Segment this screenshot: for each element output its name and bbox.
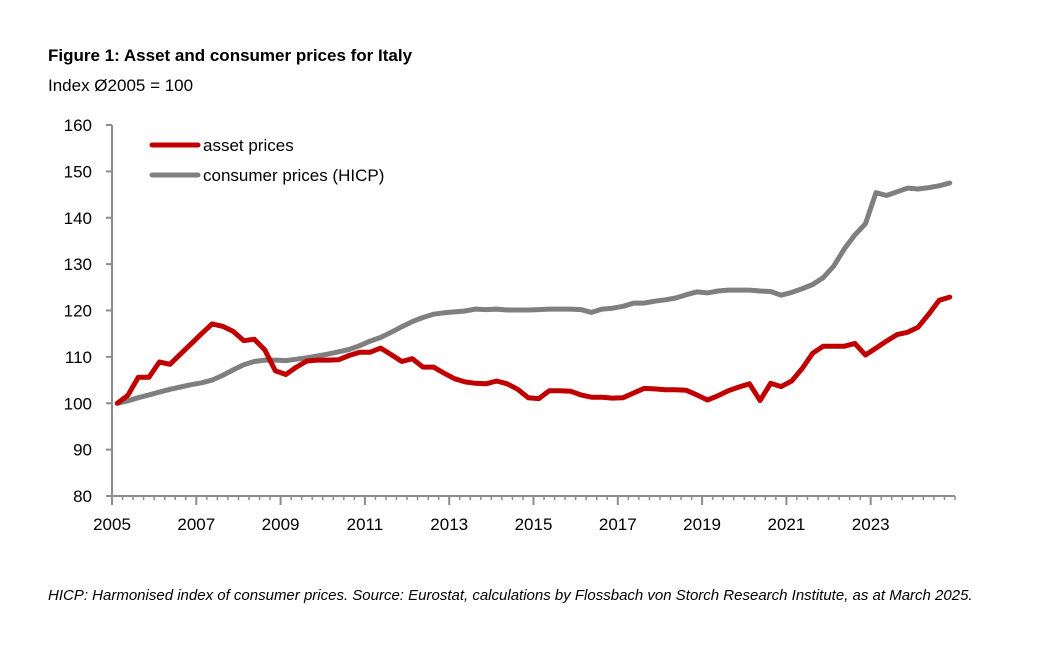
legend-label: consumer prices (HICP) bbox=[203, 166, 384, 185]
x-tick-label: 2023 bbox=[852, 515, 890, 534]
y-tick-label: 90 bbox=[73, 441, 92, 460]
x-tick-label: 2013 bbox=[430, 515, 468, 534]
x-tick-label: 2015 bbox=[515, 515, 553, 534]
series-line-consumer-prices bbox=[114, 180, 953, 406]
x-tick-label: 2021 bbox=[767, 515, 805, 534]
x-tick-label: 2017 bbox=[599, 515, 637, 534]
y-tick-label: 140 bbox=[64, 209, 92, 228]
x-tick-label: 2009 bbox=[262, 515, 300, 534]
x-tick-label: 2019 bbox=[683, 515, 721, 534]
axes: 80 90 100 110 120 130 140 150 160 2005 2007 2009 201… bbox=[64, 116, 956, 534]
y-tick-label: 150 bbox=[64, 162, 92, 181]
chart-title: Figure 1: Asset and consumer prices for … bbox=[48, 46, 413, 65]
x-tick-label: 2005 bbox=[93, 515, 131, 534]
legend-label: asset prices bbox=[203, 136, 294, 155]
chart-subtitle: Index Ø2005 = 100 bbox=[48, 76, 194, 95]
y-tick-label: 160 bbox=[64, 116, 92, 135]
series-line-asset-prices bbox=[114, 294, 953, 406]
x-tick-label: 2007 bbox=[177, 515, 215, 534]
y-tick-label: 80 bbox=[73, 487, 92, 506]
y-tick-label: 100 bbox=[64, 394, 92, 413]
x-tick-label: 2011 bbox=[347, 515, 384, 534]
y-tick-label: 110 bbox=[65, 348, 92, 367]
legend: asset prices consumer prices (HICP) bbox=[149, 136, 384, 185]
series-layer bbox=[114, 180, 953, 406]
footnote: HICP: Harmonised index of consumer price… bbox=[48, 587, 973, 604]
y-tick-label: 120 bbox=[64, 302, 92, 321]
y-tick-label: 130 bbox=[64, 255, 92, 274]
